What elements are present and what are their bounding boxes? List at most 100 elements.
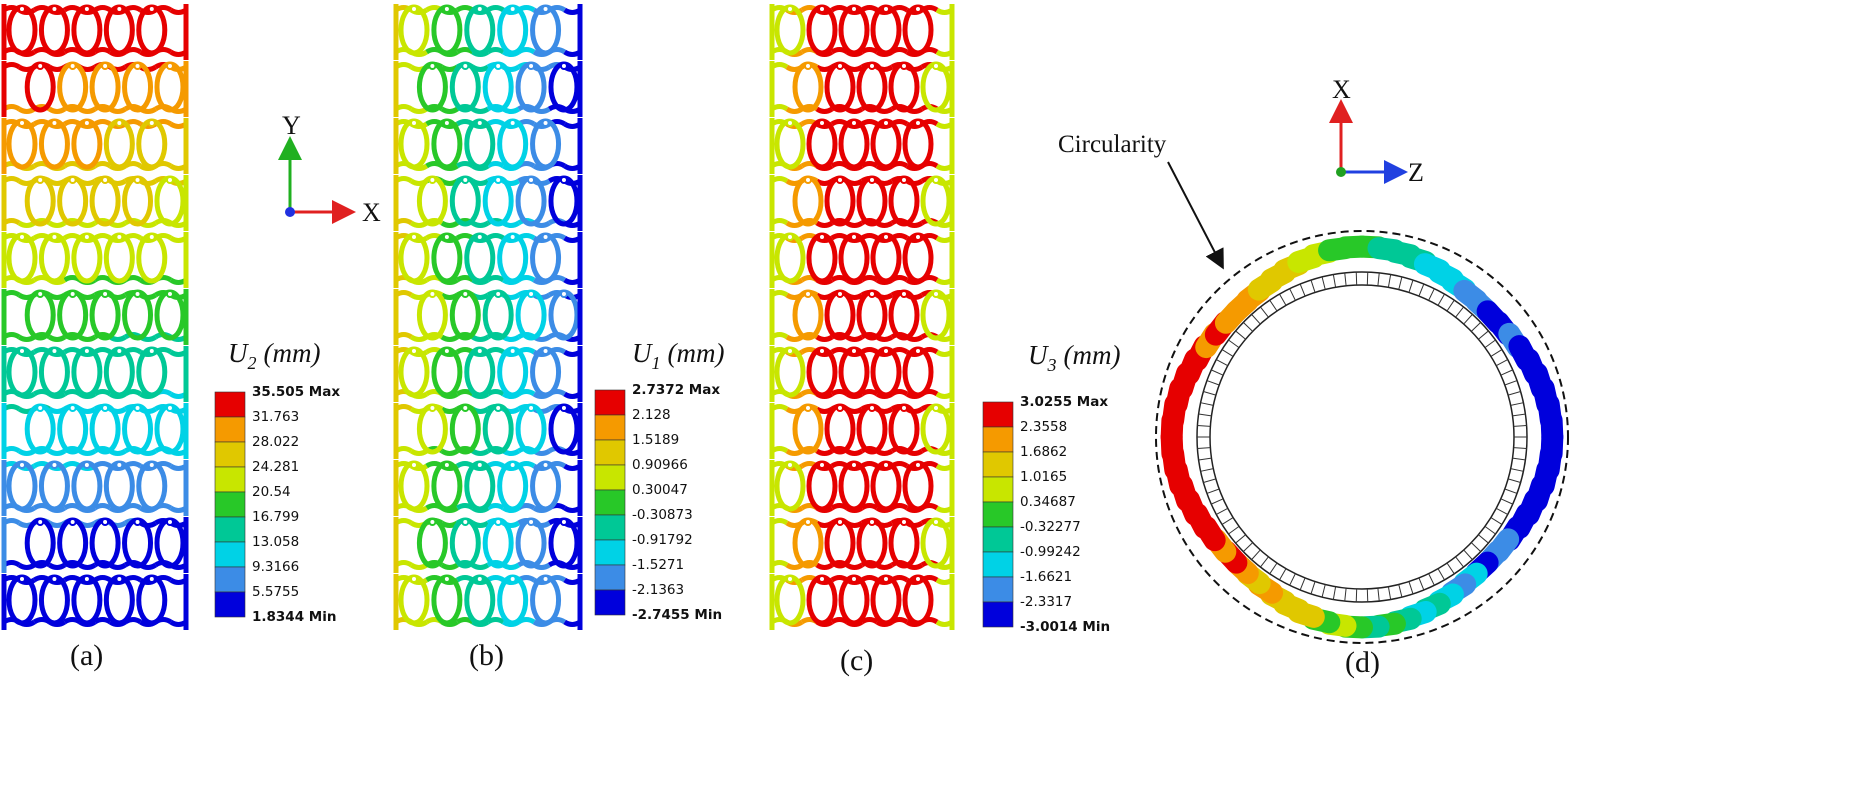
node [461, 404, 470, 412]
strut [845, 106, 864, 114]
strut [93, 389, 112, 397]
liner-tick [1510, 402, 1524, 406]
liner-tick [1228, 525, 1240, 535]
legend-level: -2.3317 [1020, 594, 1072, 610]
node [410, 5, 418, 13]
node [82, 347, 91, 355]
node [882, 347, 890, 355]
node [18, 575, 26, 583]
node [36, 290, 45, 298]
strut [409, 562, 429, 570]
node [527, 518, 536, 526]
node [442, 233, 451, 241]
liner-tick [1500, 369, 1513, 376]
node [868, 518, 876, 526]
strut [471, 106, 490, 114]
subscript: 3 [1047, 355, 1057, 375]
strut [471, 220, 490, 228]
node [115, 119, 124, 127]
node [461, 176, 470, 184]
node [475, 119, 484, 127]
annotation: Circularity [1058, 131, 1167, 158]
loop [57, 517, 89, 569]
node [475, 347, 484, 355]
loop [548, 61, 580, 113]
liner-tick [1235, 330, 1246, 340]
strut [815, 220, 834, 228]
panel-label: (c) [840, 644, 873, 677]
liner-tick [1455, 306, 1464, 318]
node [527, 62, 536, 70]
loop [515, 403, 547, 455]
node [18, 461, 26, 469]
loop [888, 403, 920, 455]
liner-tick [1279, 568, 1287, 581]
strut [486, 575, 505, 583]
strut [845, 448, 864, 456]
legend-level: 35.505 Max [252, 384, 340, 400]
node [133, 62, 142, 70]
node [900, 518, 908, 526]
liner-tick [1507, 478, 1521, 483]
legend-band [594, 464, 626, 491]
node [50, 575, 59, 583]
strut [860, 461, 879, 469]
unit: (mm) [1064, 340, 1121, 370]
node [50, 461, 59, 469]
unit: (mm) [264, 338, 321, 368]
loop [24, 61, 56, 113]
liner-tick [1495, 507, 1508, 515]
node [804, 62, 812, 70]
liner-tick [1495, 359, 1508, 367]
node [850, 5, 858, 13]
loop [24, 175, 56, 227]
node [147, 347, 156, 355]
strut [440, 562, 459, 570]
node [82, 575, 91, 583]
liner-tick [1344, 272, 1347, 286]
loop [515, 175, 547, 227]
liner-tick [1446, 562, 1455, 575]
legend-level: -3.0014 Min [1020, 619, 1110, 635]
loop [856, 175, 888, 227]
loop [515, 517, 547, 569]
node [882, 119, 890, 127]
loop [824, 403, 856, 455]
node [428, 518, 437, 526]
legend-band [214, 391, 246, 418]
strut [486, 503, 505, 511]
panel-label: (a) [70, 639, 103, 672]
legend-level: -0.99242 [1020, 544, 1081, 560]
node [850, 233, 858, 241]
loop [122, 403, 154, 455]
liner-tick [1289, 573, 1296, 586]
strut [409, 106, 429, 114]
liner-tick [1279, 293, 1287, 306]
loop [482, 61, 514, 113]
node [836, 290, 844, 298]
loop [856, 289, 888, 341]
node [18, 233, 26, 241]
node [804, 518, 812, 526]
loop [548, 403, 580, 455]
liner-inner [1209, 284, 1515, 590]
node [50, 5, 59, 13]
legend-level: 28.022 [252, 434, 299, 450]
node [818, 233, 826, 241]
legend-level: 3.0255 Max [1020, 394, 1108, 410]
node [461, 290, 470, 298]
loop [89, 175, 121, 227]
loop [89, 61, 121, 113]
node [541, 233, 550, 241]
node [836, 518, 844, 526]
liner-tick [1387, 586, 1392, 600]
legend-level: 2.7372 Max [632, 382, 720, 398]
loop [154, 403, 186, 455]
node [442, 347, 451, 355]
axis-origin [1336, 167, 1346, 177]
node [165, 518, 174, 526]
loop [57, 403, 89, 455]
node [410, 347, 418, 355]
legend-level: 2.3558 [1020, 419, 1067, 435]
